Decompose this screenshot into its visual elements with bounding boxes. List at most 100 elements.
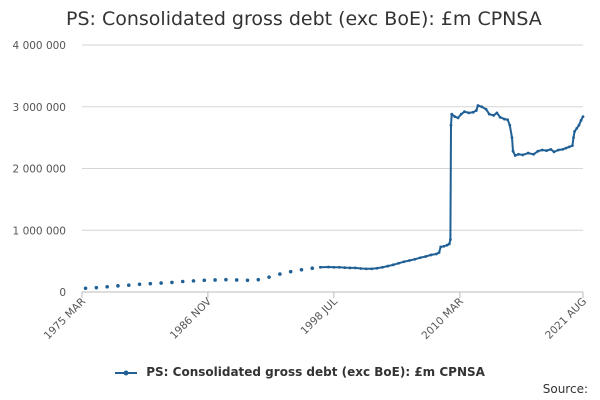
data-point [564, 146, 568, 150]
data-point [327, 265, 330, 269]
data-point [510, 136, 514, 140]
data-point [442, 244, 446, 248]
data-point [354, 266, 357, 270]
data-point [137, 282, 142, 287]
data-point [429, 253, 433, 257]
data-point [476, 104, 480, 107]
data-point [439, 245, 443, 249]
data-point [202, 278, 207, 283]
legend[interactable]: PS: Consolidated gross debt (exc BoE): £… [0, 365, 600, 379]
data-point [517, 152, 520, 156]
data-point [337, 265, 341, 269]
data-point [498, 115, 502, 119]
x-tick-label: 1986 NOV [168, 295, 215, 342]
data-point [386, 264, 390, 268]
data-point [213, 278, 217, 282]
data-point [245, 278, 250, 283]
data-point [571, 144, 574, 148]
data-point [536, 149, 540, 153]
data-point [256, 277, 261, 282]
data-point [577, 123, 581, 127]
chart-title: PS: Consolidated gross debt (exc BoE): £… [66, 8, 542, 30]
data-point [463, 110, 466, 114]
data-point [532, 152, 535, 156]
data-point [234, 278, 239, 282]
data-point [549, 147, 553, 151]
y-tick-label: 2 000 000 [13, 164, 66, 176]
data-point [573, 130, 576, 133]
data-point [480, 105, 484, 109]
data-point [449, 123, 453, 127]
data-point [508, 123, 512, 127]
data-point [456, 116, 460, 120]
data-point [467, 111, 471, 115]
data-point [471, 110, 475, 114]
data-point [364, 267, 368, 271]
x-tick-label: 1975 MAR [42, 296, 88, 342]
data-point [474, 109, 478, 112]
data-point [567, 145, 571, 149]
data-point [572, 136, 575, 140]
data-point [506, 118, 510, 122]
y-tick-label: 4 000 000 [13, 40, 66, 52]
data-point [424, 255, 428, 258]
data-point [581, 115, 585, 119]
data-point [453, 115, 457, 119]
data-point [511, 149, 515, 153]
data-point [447, 242, 451, 246]
data-point [552, 150, 556, 154]
series-polyline [320, 104, 584, 270]
data-point [180, 279, 185, 284]
y-axis-ticks: 0 1 000 000 2 000 000 3 000 000 4 000 000 [13, 40, 66, 299]
data-point [310, 266, 315, 271]
data-point [397, 261, 401, 265]
data-point [513, 154, 517, 157]
data-point [487, 112, 491, 116]
data-point [267, 275, 271, 279]
x-tick-label: 2021 AUG [543, 296, 589, 342]
series-line [83, 104, 585, 291]
data-point [579, 118, 583, 122]
x-tick-label: 2010 MAR [420, 296, 466, 342]
data-point [540, 148, 544, 152]
data-point [348, 266, 352, 270]
data-point [545, 149, 548, 152]
legend-line-symbol [115, 370, 138, 375]
data-point [318, 265, 322, 269]
data-point [526, 151, 530, 155]
data-point [83, 286, 88, 291]
data-point [94, 285, 99, 290]
data-point [224, 277, 228, 282]
data-point [402, 260, 406, 264]
data-point [418, 256, 422, 260]
data-point [381, 265, 384, 269]
data-point [359, 267, 363, 270]
data-point [288, 269, 293, 274]
data-point [116, 284, 120, 288]
y-tick-label: 0 [59, 287, 66, 299]
legend-label: PS: Consolidated gross debt (exc BoE): £… [146, 365, 485, 379]
data-point [375, 266, 379, 270]
data-point [449, 238, 452, 241]
y-tick-label: 3 000 000 [13, 102, 66, 114]
data-point [105, 284, 109, 289]
data-point [445, 243, 449, 247]
data-point [492, 113, 496, 117]
y-tick-label: 1 000 000 [13, 225, 66, 237]
data-point [391, 263, 395, 267]
data-point [450, 112, 454, 116]
data-point [484, 107, 488, 111]
data-point [437, 251, 441, 254]
data-point [503, 117, 506, 121]
data-point [521, 153, 525, 157]
gridlines [82, 44, 583, 231]
data-point [495, 111, 499, 115]
data-point [159, 281, 163, 285]
data-point [191, 279, 196, 283]
data-point [126, 283, 131, 288]
data-point [278, 272, 282, 276]
data-point [343, 266, 347, 270]
data-point [575, 126, 579, 130]
data-point [561, 147, 565, 151]
